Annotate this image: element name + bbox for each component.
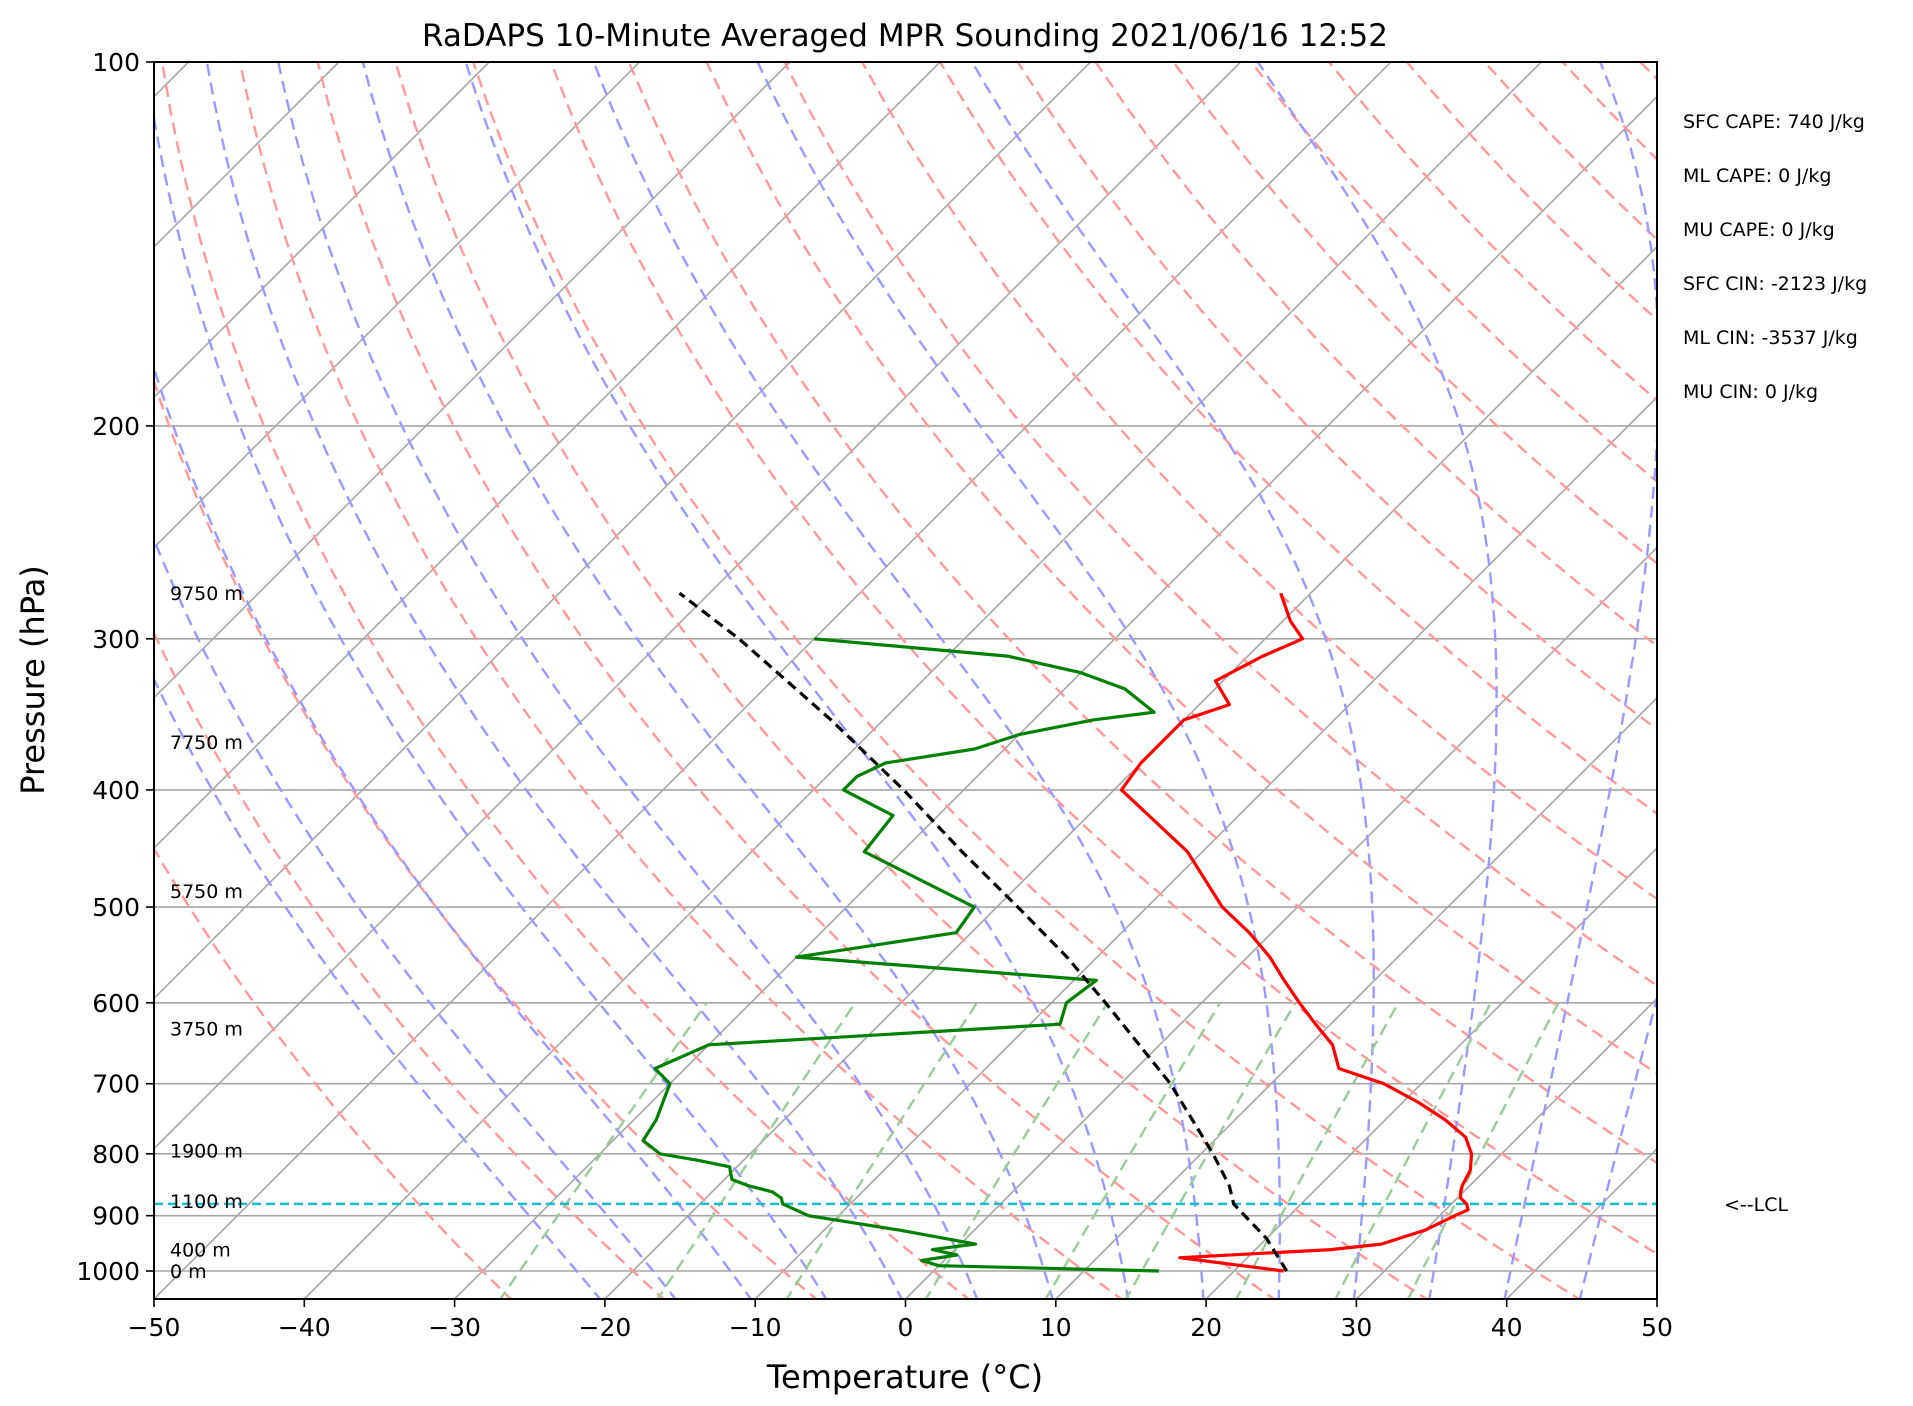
moist-adiabat-line	[971, 62, 1375, 1299]
moist-adiabat-line	[1503, 62, 1657, 1299]
y-tick-label: 300	[92, 625, 140, 654]
dry-adiabat-line	[549, 62, 1657, 1256]
isotherm-line	[154, 62, 641, 549]
x-tick-label: −30	[428, 1313, 481, 1342]
height-label: 3750 m	[170, 1018, 243, 1040]
isotherm-line	[1355, 997, 1657, 1299]
dry-adiabat-line	[1016, 62, 1657, 731]
isotherm-line	[754, 396, 1657, 1299]
dry-adiabat-line	[160, 62, 971, 1299]
x-tick-label: 50	[1641, 1313, 1673, 1342]
height-label: 5750 m	[170, 881, 243, 903]
isotherm-line	[154, 62, 941, 850]
y-tick-label: 200	[92, 412, 140, 441]
x-tick-label: −50	[128, 1313, 181, 1342]
parcel-trace	[678, 591, 1289, 1272]
stat-line: MU CIN: 0 J/kg	[1683, 381, 1818, 403]
isotherm-line	[303, 62, 1542, 1299]
moist-adiabat-line	[154, 536, 677, 1299]
moist-adiabat-line	[205, 62, 903, 1299]
y-tick-label: 800	[92, 1140, 140, 1169]
y-tick-label: 700	[92, 1070, 140, 1099]
x-tick-label: 30	[1340, 1313, 1372, 1342]
x-tick-label: 20	[1190, 1313, 1222, 1342]
x-tick-label: −20	[579, 1313, 632, 1342]
dry-adiabat-line	[938, 62, 1657, 816]
y-tick-label: 900	[92, 1202, 140, 1231]
mixing-ratio-line	[1124, 1002, 1297, 1299]
stat-line: SFC CAPE: 740 J/kg	[1683, 111, 1865, 133]
stat-line: SFC CIN: -2123 J/kg	[1683, 273, 1867, 295]
isotherm-line	[154, 62, 1091, 1000]
moist-adiabat-line	[154, 676, 602, 1299]
y-axis-title: Pressure (hPa)	[14, 565, 52, 795]
isotherm-line	[454, 95, 1657, 1299]
mixing-ratio-line	[656, 1002, 857, 1299]
dry-adiabat-line	[238, 62, 1124, 1299]
chart-title: RaDAPS 10-Minute Averaged MPR Sounding 2…	[422, 18, 1388, 54]
dewpoint-trace	[641, 637, 1159, 1273]
stat-line: ML CIN: -3537 J/kg	[1683, 327, 1858, 349]
sounding-traces	[154, 591, 1657, 1273]
isotherm-line	[154, 62, 490, 399]
lcl-label: <--LCL	[1724, 1194, 1788, 1216]
mixing-ratio-line	[924, 1002, 1109, 1299]
x-axis-title: Temperature (°C)	[766, 1358, 1043, 1396]
moist-adiabat-line	[1256, 62, 1498, 1299]
isotherm-line	[154, 62, 1242, 1150]
x-tick-label: 40	[1491, 1313, 1523, 1342]
stat-line: ML CAPE: 0 J/kg	[1683, 165, 1831, 187]
y-tick-label: 500	[92, 893, 140, 922]
height-label: 1100 m	[170, 1191, 243, 1213]
dry-adiabat-line	[316, 62, 1276, 1299]
moist-adiabat-line	[592, 62, 1205, 1299]
stat-line: MU CAPE: 0 J/kg	[1683, 219, 1835, 241]
background-lines	[154, 62, 1657, 1299]
stats-panel: SFC CAPE: 740 J/kg ML CAPE: 0 J/kg MU CAPE…	[1683, 111, 1867, 403]
y-tick-label: 100	[92, 48, 140, 77]
moist-adiabat-line	[361, 62, 1054, 1299]
isotherm-line	[154, 62, 791, 699]
mixing-ratio-line	[785, 1002, 978, 1299]
dry-adiabat-line	[154, 377, 818, 1299]
isotherm-line	[604, 245, 1657, 1299]
isotherm-line	[904, 546, 1657, 1299]
moist-adiabat-line	[154, 364, 753, 1299]
x-tick-label: −40	[278, 1313, 331, 1342]
mixing-ratio-line	[1406, 1002, 1560, 1299]
dry-adiabat-line	[154, 630, 666, 1299]
height-label: 9750 m	[170, 583, 243, 605]
x-tick-label: 10	[1040, 1313, 1072, 1342]
dry-adiabat-line	[627, 62, 1657, 1165]
isotherm-line	[154, 62, 1392, 1299]
dry-adiabat-line	[705, 62, 1657, 1075]
x-tick-label: 0	[898, 1313, 914, 1342]
temperature-trace	[1119, 592, 1474, 1273]
dry-adiabat-line	[154, 846, 513, 1299]
height-label: 400 m	[170, 1240, 231, 1262]
dry-adiabat-line	[394, 62, 1429, 1299]
axis-ticks: −50 −40 −30 −20 −10 0 10 20 30 40 50 100 200 300 400 50…	[76, 48, 1673, 1342]
height-labels: 9750 m 7750 m 5750 m 3750 m 1900 m 1100 m 400 …	[170, 583, 243, 1283]
y-tick-label: 600	[92, 989, 140, 1018]
moist-adiabat-line	[464, 62, 1130, 1299]
isotherm-line	[1055, 696, 1657, 1299]
height-label: 1900 m	[170, 1141, 243, 1163]
moist-adiabat-line	[277, 62, 979, 1299]
mixing-ratio-line	[1044, 1002, 1222, 1299]
x-tick-label: −10	[729, 1313, 782, 1342]
y-tick-label: 1000	[76, 1257, 140, 1286]
mixing-ratio-line	[1334, 1002, 1492, 1299]
mixing-ratio-line	[1234, 1002, 1400, 1299]
height-label: 0 m	[170, 1261, 207, 1283]
y-tick-label: 400	[92, 776, 140, 805]
moist-adiabat-line	[154, 111, 828, 1299]
height-label: 7750 m	[170, 732, 243, 754]
